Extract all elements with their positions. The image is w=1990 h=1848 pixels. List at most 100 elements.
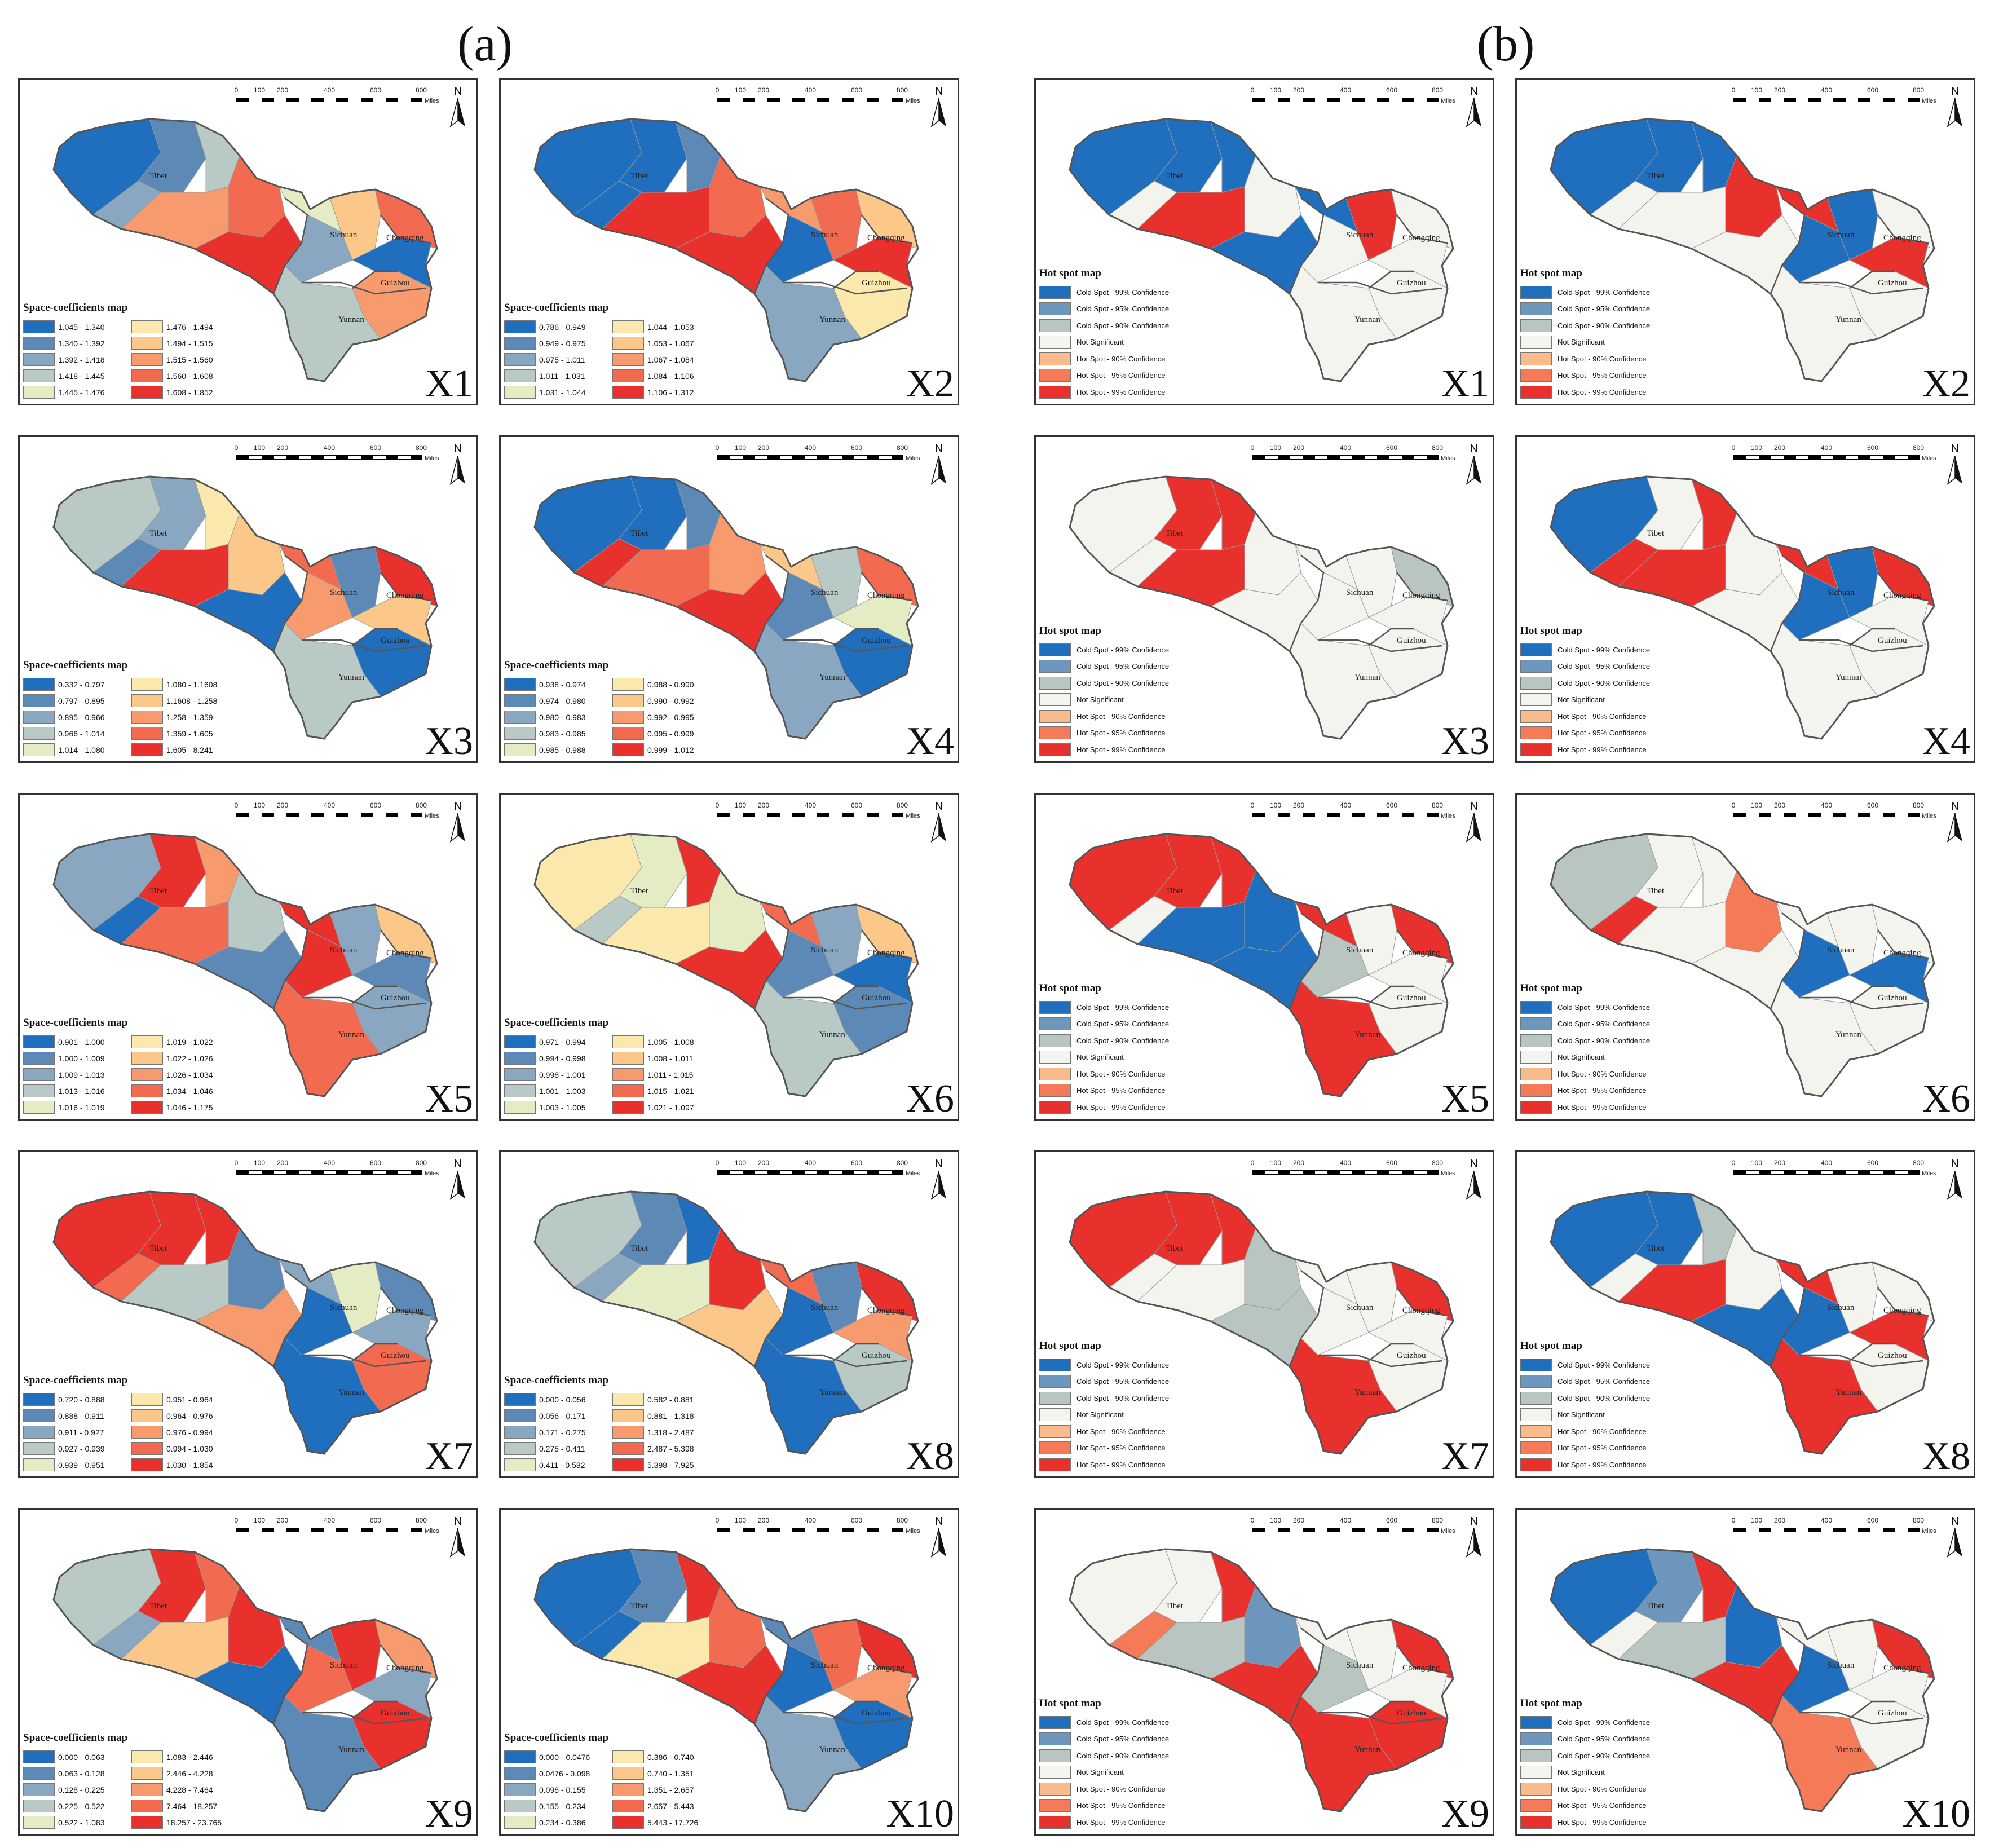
north-arrow: N: [929, 1515, 948, 1560]
place-label-chongqing: Chongqing: [867, 949, 905, 958]
scale-tick: 800: [1431, 1159, 1444, 1167]
scale-unit: Miles: [1922, 455, 1936, 462]
legend-label: Cold Spot - 95% Confidence: [1076, 1377, 1170, 1386]
scale-tick: 0: [715, 1516, 720, 1524]
place-label-guizhou: Guizhou: [1397, 636, 1426, 645]
legend-swatch: [612, 1767, 644, 1780]
legend-label: 0.063 - 0.128: [58, 1768, 105, 1778]
variable-label: X5: [425, 1077, 473, 1121]
legend-swatch: [504, 320, 536, 333]
study-area-outline: [1069, 118, 1454, 382]
scale-bar-graphic: [1252, 98, 1439, 102]
place-label-guizhou: Guizhou: [1397, 279, 1426, 288]
place-label-sichuan: Sichuan: [1346, 1303, 1374, 1312]
legend-swatch: [131, 1426, 163, 1439]
legend-label: Not Significant: [1076, 695, 1124, 704]
legend-item: 1.418 - 1.445: [23, 368, 125, 384]
place-label-guizhou: Guizhou: [381, 1351, 410, 1360]
legend-label: Cold Spot - 90% Confidence: [1076, 1393, 1170, 1402]
legend-swatch: [612, 320, 644, 333]
place-label-sichuan: Sichuan: [1827, 231, 1855, 240]
scale-bar-graphic: [1733, 455, 1920, 460]
scale-tick: 600: [369, 1516, 382, 1524]
legend-swatch: [612, 353, 644, 366]
scale-tick: 400: [323, 801, 336, 809]
place-label-tibet: Tibet: [1647, 1602, 1665, 1611]
hotspot-map-panel: Tibet Sichuan Chongqing Guizhou Yunnan 0…: [1034, 793, 1494, 1121]
legend-item: 1.067 - 1.084: [612, 351, 714, 368]
legend-label: 1.005 - 1.008: [647, 1037, 694, 1047]
legend-item: 1.015 - 1.021: [612, 1083, 714, 1099]
scale-tick: 0: [1731, 1159, 1736, 1167]
legend-item: 1.021 - 1.097: [612, 1099, 714, 1115]
scale-tick: 100: [734, 444, 747, 452]
province-boundary: [272, 197, 308, 294]
legend-swatch: [23, 369, 55, 382]
place-label-sichuan: Sichuan: [811, 946, 839, 955]
legend-swatch: [1520, 1051, 1552, 1064]
legend-swatch: [612, 369, 644, 382]
map: Tibet Sichuan Chongqing Guizhou Yunnan: [1550, 475, 1935, 740]
scale-tick: 0: [1250, 1516, 1255, 1524]
north-arrow-icon: [1947, 1170, 1962, 1200]
north-arrow-icon: [1466, 98, 1481, 127]
scale-tick: 200: [1292, 1516, 1305, 1524]
legend-item: Hot Spot - 95% Confidence: [1520, 1440, 1735, 1457]
place-label-sichuan: Sichuan: [330, 588, 358, 597]
scale-unit: Miles: [906, 1528, 920, 1534]
north-arrow: N: [1464, 85, 1484, 130]
scale-unit: Miles: [425, 1528, 439, 1534]
legend-swatch: [23, 727, 55, 740]
study-area-outline: [1550, 475, 1935, 740]
hotspot-legend: Hot spot map Cold Spot - 99% Confidence Co…: [1520, 982, 1735, 1116]
legend-swatch: [612, 1816, 644, 1829]
legend-item: 0.901 - 1.000: [23, 1034, 125, 1050]
scale-tick: 800: [1431, 444, 1444, 452]
place-label-guizhou: Guizhou: [862, 1351, 891, 1360]
legend-label: 1.030 - 1.854: [166, 1460, 213, 1470]
legend-swatch: [1520, 1424, 1552, 1438]
province-boundary: [272, 1628, 308, 1724]
province-boundary: [783, 1712, 907, 1725]
legend-swatch: [1520, 1441, 1552, 1455]
legend-item: 0.992 - 0.995: [612, 709, 714, 725]
legend-swatch: [1520, 369, 1552, 382]
legend-label: 0.971 - 0.994: [539, 1037, 586, 1047]
hotspot-map-panel: Tibet Sichuan Chongqing Guizhou Yunnan 0…: [1034, 1150, 1494, 1478]
scale-tick: 600: [850, 1159, 863, 1167]
legend-label: 0.983 - 0.985: [539, 729, 586, 738]
legend-label: Cold Spot - 99% Confidence: [1557, 288, 1651, 297]
legend-swatch: [1520, 1458, 1552, 1471]
north-arrow: N: [448, 800, 467, 845]
scale-bar: 0 100 200 400 600 800 Miles: [235, 801, 439, 830]
place-label-chongqing: Chongqing: [1402, 591, 1440, 600]
legend-swatch: [1520, 319, 1552, 332]
map: Tibet Sichuan Chongqing Guizhou Yunnan: [533, 118, 919, 382]
legend-label: Hot Spot - 99% Confidence: [1076, 745, 1166, 754]
legend-label: 0.994 - 0.998: [539, 1053, 586, 1063]
legend-item: 1.008 - 1.011: [612, 1050, 714, 1066]
legend-title: Space-coefficients map: [23, 302, 128, 314]
hotspot-map-panel: Tibet Sichuan Chongqing Guizhou Yunnan 0…: [1034, 1508, 1494, 1836]
legend-label: Cold Spot - 99% Confidence: [1076, 645, 1170, 654]
study-area-outline: [1069, 1190, 1454, 1455]
coefficient-map-panel: Tibet Sichuan Chongqing Guizhou Yunnan 0…: [499, 793, 959, 1121]
legend-item: 18.257 - 23.765: [131, 1814, 233, 1831]
legend-label: Cold Spot - 99% Confidence: [1076, 1718, 1170, 1727]
province-boundary: [302, 996, 426, 1010]
legend-swatch: [1039, 1458, 1071, 1471]
place-label-yunnan: Yunnan: [819, 1745, 845, 1754]
legend-swatch: [504, 369, 536, 382]
legend-item: Cold Spot - 99% Confidence: [1039, 1714, 1254, 1731]
scale-tick: 100: [1750, 444, 1763, 452]
legend-item: Cold Spot - 99% Confidence: [1039, 642, 1254, 659]
legend-label: Hot Spot - 90% Confidence: [1557, 354, 1647, 363]
scale-tick: 200: [757, 86, 770, 94]
scale-tick: 800: [1912, 1159, 1925, 1167]
scale-tick: 100: [1269, 444, 1282, 452]
legend-swatch: [1039, 1441, 1071, 1455]
legend-swatch: [612, 1442, 644, 1455]
legend-label: Hot Spot - 90% Confidence: [1076, 1784, 1166, 1793]
place-label-tibet: Tibet: [1166, 1602, 1184, 1611]
scale-tick: 100: [734, 1516, 747, 1524]
